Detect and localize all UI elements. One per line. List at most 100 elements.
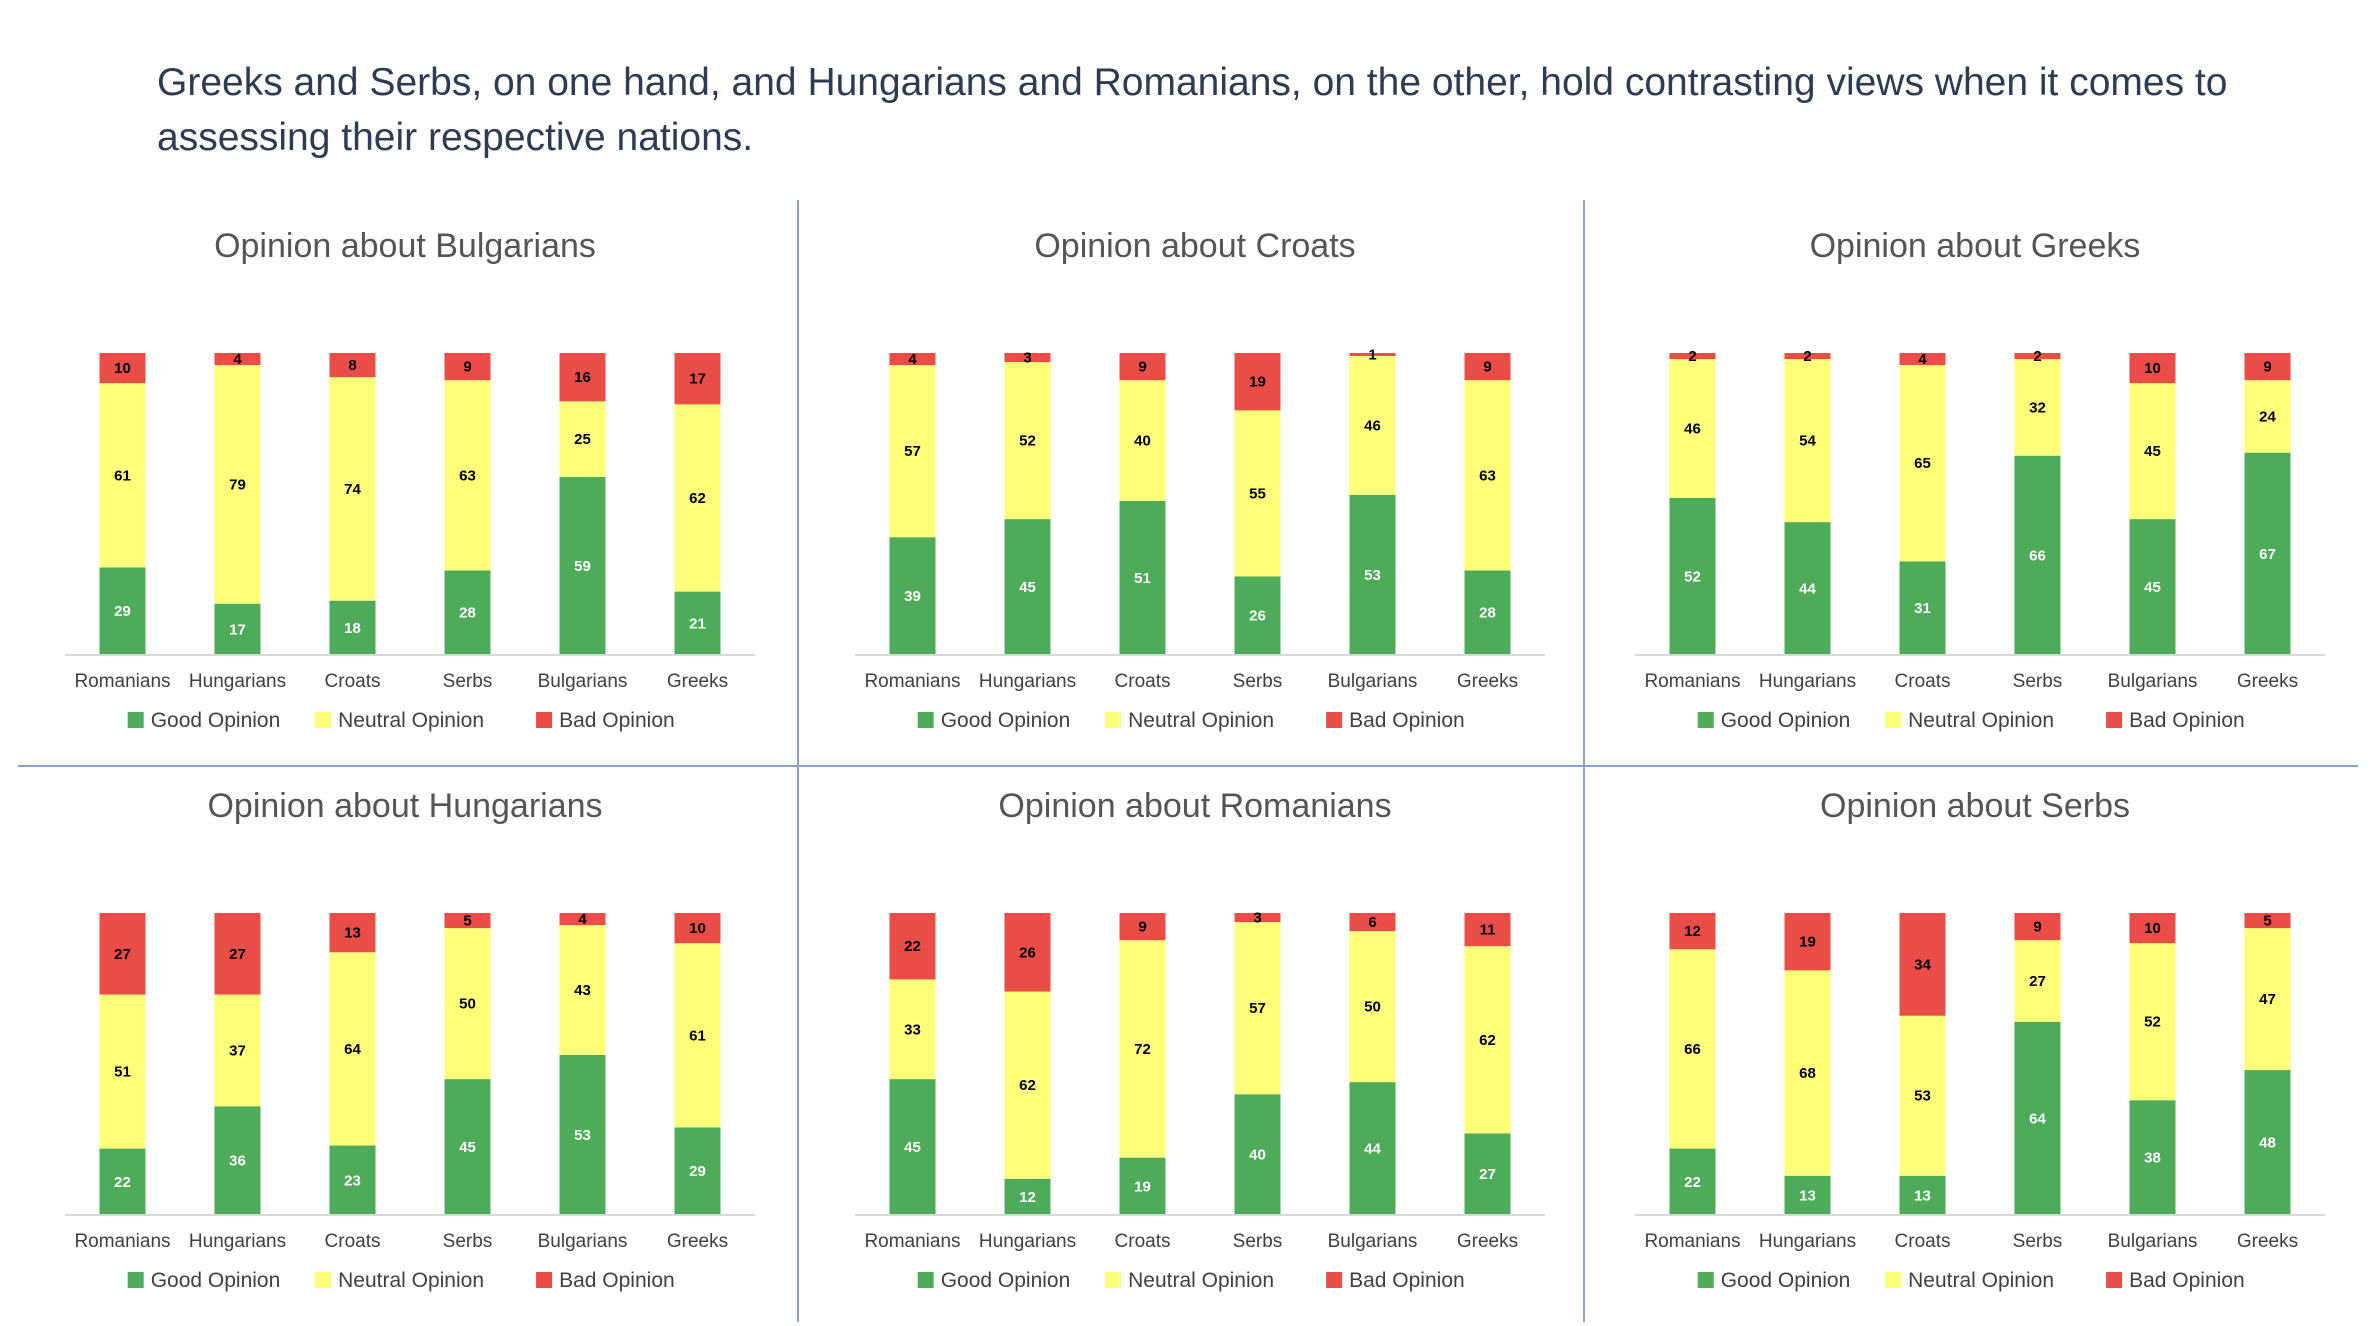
data-label-bad-hungarians: 2 <box>1803 348 1811 365</box>
bar-bad-croats <box>329 353 376 378</box>
bar-bad-bulgarians <box>1349 913 1396 932</box>
bar-neutral-croats <box>329 377 376 601</box>
legend-label-bad: Bad Opinion <box>2129 1269 2245 1292</box>
chart-panel-romanians: Opinion about Romanians 45 33 22 Romanians 12… <box>825 775 1565 1315</box>
bar-neutral-greeks <box>674 404 721 592</box>
data-label-neutral-croats: 72 <box>1134 1041 1151 1058</box>
bar-bad-romanians <box>99 913 146 995</box>
legend-label-good: Good Opinion <box>941 709 1071 732</box>
data-label-bad-greeks: 11 <box>1480 922 1496 939</box>
x-tick-label-serbs: Serbs <box>1233 671 1283 692</box>
legend-label-good: Good Opinion <box>1721 1269 1851 1292</box>
chart-svg-croats: Opinion about Croats 39 57 4 Romanians 45 52 3 H… <box>855 227 1545 732</box>
bar-good-romanians <box>1669 1148 1716 1215</box>
x-tick-label-greeks: Greeks <box>1457 671 1518 692</box>
bar-bad-croats <box>1899 913 1946 1016</box>
data-label-bad-hungarians: 27 <box>229 946 246 963</box>
data-label-good-bulgarians: 44 <box>1364 1141 1381 1158</box>
x-tick-label-bulgarians: Bulgarians <box>1328 1231 1418 1252</box>
x-tick-label-hungarians: Hungarians <box>189 671 286 692</box>
data-label-good-hungarians: 36 <box>229 1153 246 1170</box>
x-tick-label-serbs: Serbs <box>2013 671 2063 692</box>
chart-title: Opinion about Greeks <box>1810 227 2141 265</box>
data-label-bad-romanians: 2 <box>1688 348 1696 365</box>
data-label-good-serbs: 64 <box>2029 1110 2046 1127</box>
chart-title: Opinion about Romanians <box>998 787 1391 825</box>
data-label-bad-romanians: 10 <box>114 360 131 377</box>
bar-good-bulgarians <box>1349 494 1396 655</box>
bar-bad-hungarians <box>214 913 261 995</box>
bar-bad-romanians <box>99 353 146 384</box>
bar-good-romanians <box>99 567 146 655</box>
legend-swatch-neutral <box>1105 712 1122 728</box>
data-label-good-greeks: 29 <box>689 1163 706 1180</box>
x-tick-label-croats: Croats <box>1895 1231 1951 1252</box>
bar-bad-greeks <box>1464 353 1511 381</box>
data-label-neutral-greeks: 24 <box>2259 408 2276 425</box>
legend-label-neutral: Neutral Opinion <box>1128 1269 1274 1292</box>
x-tick-label-hungarians: Hungarians <box>189 1231 286 1252</box>
data-label-bad-romanians: 4 <box>908 351 917 368</box>
bar-bad-romanians <box>1669 913 1716 950</box>
bar-good-greeks <box>2244 1070 2291 1215</box>
data-label-neutral-romanians: 33 <box>904 1021 921 1038</box>
data-label-good-greeks: 21 <box>689 615 706 632</box>
data-label-bad-greeks: 9 <box>1483 359 1491 376</box>
chart-title: Opinion about Croats <box>1034 227 1355 265</box>
bar-good-serbs <box>444 570 491 655</box>
x-tick-label-bulgarians: Bulgarians <box>2108 671 2198 692</box>
bar-bad-greeks <box>2244 353 2291 381</box>
data-label-good-bulgarians: 59 <box>574 558 591 575</box>
bar-neutral-serbs <box>1234 410 1281 577</box>
legend-label-good: Good Opinion <box>1721 709 1851 732</box>
data-label-neutral-romanians: 51 <box>114 1064 131 1081</box>
bar-bad-croats <box>1119 913 1166 941</box>
chart-title: Opinion about Serbs <box>1820 787 2130 825</box>
legend-swatch-neutral <box>1885 1272 1902 1288</box>
x-tick-label-serbs: Serbs <box>443 1231 493 1252</box>
data-label-neutral-bulgarians: 50 <box>1364 999 1381 1016</box>
bar-good-serbs <box>2014 1021 2061 1215</box>
data-label-neutral-croats: 65 <box>1914 455 1931 472</box>
bar-good-bulgarians <box>559 1054 606 1215</box>
legend-label-neutral: Neutral Opinion <box>1908 709 2054 732</box>
bar-neutral-bulgarians <box>2129 943 2176 1101</box>
data-label-good-romanians: 22 <box>114 1174 131 1191</box>
bar-good-hungarians <box>1004 519 1051 655</box>
chart-svg-romanians: Opinion about Romanians 45 33 22 Romanians 12… <box>855 787 1545 1292</box>
bar-neutral-croats <box>1899 1015 1946 1176</box>
data-label-good-romanians: 52 <box>1684 568 1701 585</box>
data-label-bad-croats: 34 <box>1914 956 1931 973</box>
legend-label-bad: Bad Opinion <box>1349 1269 1465 1292</box>
data-label-bad-hungarians: 4 <box>233 351 242 368</box>
bar-neutral-greeks <box>1464 380 1511 571</box>
bar-bad-serbs <box>2014 913 2061 941</box>
data-label-neutral-hungarians: 62 <box>1019 1077 1036 1094</box>
data-label-neutral-croats: 74 <box>344 481 361 498</box>
legend-swatch-neutral <box>1885 712 1902 728</box>
bar-neutral-bulgarians <box>559 925 606 1055</box>
bar-good-croats <box>1899 1175 1946 1215</box>
data-label-good-greeks: 28 <box>1479 605 1496 622</box>
data-label-bad-greeks: 10 <box>689 920 706 937</box>
data-label-bad-bulgarians: 10 <box>2144 920 2161 937</box>
vertical-divider-right <box>1583 200 1585 1322</box>
data-label-neutral-greeks: 63 <box>1479 467 1496 484</box>
legend-swatch-bad <box>536 712 553 728</box>
data-label-good-croats: 18 <box>344 620 361 637</box>
data-label-neutral-greeks: 62 <box>1479 1032 1496 1049</box>
data-label-bad-bulgarians: 4 <box>578 911 587 928</box>
x-tick-label-hungarians: Hungarians <box>979 1231 1076 1252</box>
legend-label-bad: Bad Opinion <box>2129 709 2245 732</box>
x-tick-label-serbs: Serbs <box>2013 1231 2063 1252</box>
data-label-good-hungarians: 17 <box>229 621 246 638</box>
bar-good-hungarians <box>214 1106 261 1215</box>
data-label-good-romanians: 22 <box>1684 1174 1701 1191</box>
data-label-neutral-serbs: 57 <box>1249 1000 1266 1017</box>
legend-label-good: Good Opinion <box>941 1269 1071 1292</box>
bar-good-croats <box>1119 500 1166 655</box>
data-label-neutral-croats: 40 <box>1134 433 1151 450</box>
data-label-neutral-serbs: 32 <box>2029 399 2046 416</box>
chart-panel-hungarians: Opinion about Hungarians 22 51 27 Romanians 3… <box>35 775 775 1315</box>
x-tick-label-greeks: Greeks <box>667 1231 728 1252</box>
